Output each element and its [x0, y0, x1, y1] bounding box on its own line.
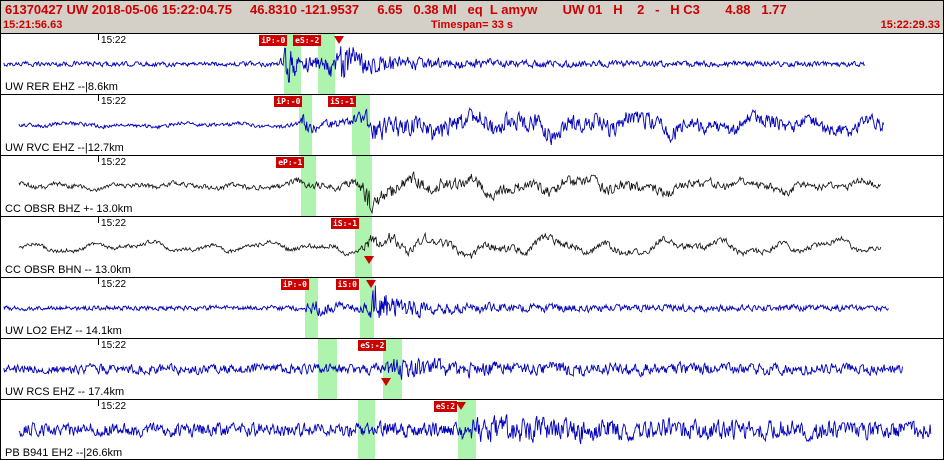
minute-tick: [98, 278, 100, 284]
station-label: UW RVC EHZ --|12.7km: [5, 142, 124, 154]
pick-flag[interactable]: eP:-1: [276, 157, 305, 168]
pick-flag[interactable]: iS:-1: [328, 96, 357, 107]
trace-panel-7[interactable]: 15:22 eS:2 PB B941 EH2 --|26.6km: [1, 399, 943, 459]
pick-flag[interactable]: eS:2: [433, 401, 458, 412]
pick-flag[interactable]: iS:0: [335, 279, 359, 290]
minute-tick: [98, 217, 100, 223]
pick-flag[interactable]: iP:-0: [280, 279, 309, 290]
pick-arrow-icon: [381, 378, 392, 386]
station-label: UW RER EHZ --|8.6km: [5, 81, 118, 93]
pick-arrow-icon: [455, 402, 466, 410]
pick-arrow-icon: [364, 256, 375, 264]
trace-panel-1[interactable]: 15:22 iP:-0 eS:-2 UW RER EHZ --|8.6km: [1, 33, 943, 94]
waveform: [18, 171, 882, 215]
station-label: PB B941 EH2 --|26.6km: [5, 447, 123, 459]
waveform: [3, 46, 866, 83]
pick-flag[interactable]: iS:-1: [330, 218, 360, 229]
pick-flag[interactable]: iP:-0: [259, 35, 288, 46]
waveform: [3, 357, 903, 380]
pick-window-highlight: [358, 400, 375, 459]
minute-label: 15:22: [101, 35, 127, 46]
minute-label: 15:22: [101, 401, 127, 412]
traces: 15:22 iP:-0 eS:-2 UW RER EHZ --|8.6km 15:22 i…: [1, 33, 943, 459]
trace-panel-5[interactable]: 15:22 iP:-0 iS:0 UW LO2 EHZ -- 14.1km: [1, 277, 943, 338]
trace-panel-2[interactable]: 15:22 iP:-0 iS:-1 UW RVC EHZ --|12.7km: [1, 94, 943, 155]
minute-tick: [98, 34, 100, 40]
window-end-time: 15:22:29.33: [880, 19, 940, 31]
minute-label: 15:22: [101, 279, 127, 290]
pick-arrow-icon: [333, 36, 344, 44]
minute-label: 15:22: [101, 157, 127, 168]
station-label: UW RCS EHZ -- 17.4km: [5, 386, 125, 398]
trace-panel-6[interactable]: 15:22 eS:-2 UW RCS EHZ -- 17.4km: [1, 338, 943, 399]
pick-flag[interactable]: iP:-0: [274, 96, 303, 107]
trace-panel-3[interactable]: 15:22 eP:-1 CC OBSR BHZ +- 13.0km: [1, 155, 943, 216]
timespan-label: Timespan= 33 s: [430, 19, 514, 31]
minute-tick: [98, 95, 100, 101]
pick-window-highlight: [318, 339, 338, 399]
waveform: [18, 107, 885, 146]
station-label: CC OBSR BHZ +- 13.0km: [5, 203, 133, 215]
waveform: [3, 285, 889, 319]
time-window-bar: 15:21:56.63 Timespan= 33 s 15:22:29.33: [1, 18, 943, 33]
minute-label: 15:22: [101, 218, 127, 229]
minute-tick: [98, 339, 100, 345]
minute-label: 15:22: [101, 96, 127, 107]
station-label: CC OBSR BHN -- 13.0km: [5, 264, 131, 276]
waveform: [18, 231, 882, 259]
minute-tick: [98, 400, 100, 406]
minute-tick: [98, 156, 100, 162]
window-start-time: 15:21:56.63: [3, 19, 63, 31]
station-label: UW LO2 EHZ -- 14.1km: [5, 325, 122, 337]
minute-label: 15:22: [101, 340, 127, 351]
pick-arrow-icon: [366, 280, 377, 288]
event-summary-bar: 61370427 UW 2018-05-06 15:22:04.75 46.83…: [1, 1, 943, 18]
pick-flag[interactable]: eS:-2: [293, 35, 322, 46]
waveform: [18, 414, 932, 445]
pick-flag[interactable]: eS:-2: [358, 340, 387, 351]
trace-panel-4[interactable]: 15:22 iS:-1 CC OBSR BHN -- 13.0km: [1, 216, 943, 277]
